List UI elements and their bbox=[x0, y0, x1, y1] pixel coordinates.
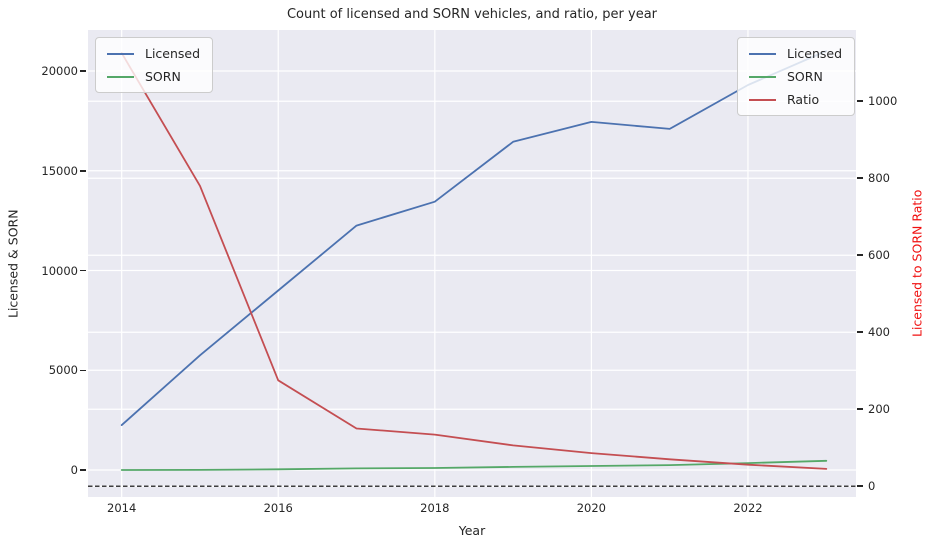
y-right-tick-mark bbox=[857, 100, 863, 102]
legend-item: Ratio bbox=[749, 92, 842, 107]
y-right-tick-label: 600 bbox=[868, 248, 890, 263]
legend-line-sample-icon bbox=[107, 52, 134, 55]
legend-upper-left: Licensed SORN bbox=[95, 37, 214, 93]
legend-item: SORN bbox=[749, 69, 842, 84]
y-left-tick-mark bbox=[80, 170, 86, 172]
y-left-tick-label: 20000 bbox=[41, 63, 78, 78]
legend-item-label: Licensed bbox=[145, 46, 201, 61]
chart-title: Count of licensed and SORN vehicles, and… bbox=[286, 7, 658, 22]
x-axis-label: Year bbox=[458, 523, 486, 538]
legend-upper-right: Licensed SORN Ratio bbox=[737, 37, 856, 116]
plot-area bbox=[88, 30, 856, 497]
legend-line-sample-icon bbox=[749, 75, 776, 78]
x-tick-label: 2022 bbox=[733, 501, 763, 515]
series-line-sorn bbox=[120, 459, 828, 471]
legend-item-label: Ratio bbox=[787, 92, 820, 107]
legend-line-sample-icon bbox=[107, 75, 134, 78]
y-left-tick-label: 0 bbox=[70, 463, 78, 477]
y-right-tick-label: 800 bbox=[868, 171, 890, 186]
legend-item-label: Licensed bbox=[787, 46, 843, 61]
y-right-tick-label: 1000 bbox=[868, 94, 898, 109]
legend-item: Licensed bbox=[749, 46, 842, 61]
y-left-tick-mark bbox=[80, 469, 86, 471]
y-left-tick-label: 10000 bbox=[41, 263, 78, 278]
y-right-tick-label: 200 bbox=[868, 402, 890, 417]
x-tick-label: 2014 bbox=[107, 501, 137, 515]
series-line-ratio bbox=[120, 52, 828, 470]
y-right-tick-mark bbox=[857, 177, 863, 179]
x-tick-label: 2016 bbox=[263, 501, 293, 515]
y-right-tick-mark bbox=[857, 408, 863, 410]
y-right-tick-label: 400 bbox=[868, 325, 890, 340]
legend-item: Licensed bbox=[107, 46, 200, 61]
y-left-tick-mark bbox=[80, 369, 86, 371]
legend-line-sample-icon bbox=[749, 98, 776, 101]
legend-item: SORN bbox=[107, 69, 200, 84]
y-right-tick-mark bbox=[857, 485, 863, 487]
legend-line-sample-icon bbox=[749, 52, 776, 55]
y-right-tick-mark bbox=[857, 331, 863, 333]
y-left-tick-label: 15000 bbox=[41, 163, 78, 178]
x-tick-label: 2018 bbox=[420, 501, 450, 515]
legend-item-label: SORN bbox=[787, 69, 823, 84]
plot-background bbox=[88, 30, 856, 497]
legend-item-label: SORN bbox=[145, 69, 181, 84]
series-line-licensed bbox=[120, 50, 828, 427]
y-right-tick-label: 0 bbox=[868, 479, 876, 494]
y-left-tick-mark bbox=[80, 269, 86, 272]
y-left-tick-mark bbox=[80, 70, 86, 72]
x-tick-label: 2020 bbox=[576, 501, 607, 515]
y-left-tick-label: 5000 bbox=[48, 363, 78, 378]
y-right-tick-mark bbox=[857, 254, 863, 256]
